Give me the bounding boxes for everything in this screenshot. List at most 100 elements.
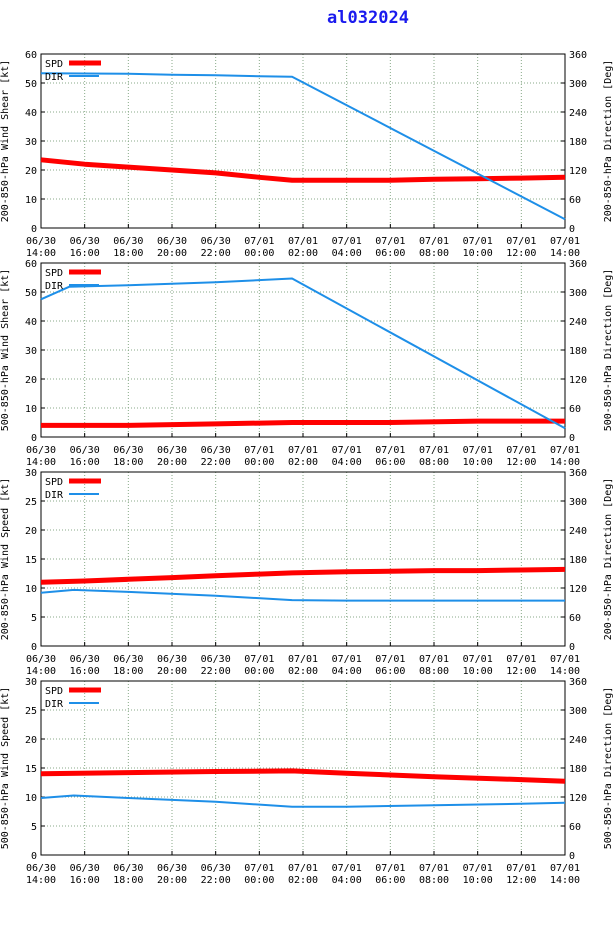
- x-tick-label-time: 02:00: [288, 666, 318, 677]
- x-tick-label-time: 06:00: [375, 875, 405, 886]
- x-tick-label-time: 08:00: [419, 875, 449, 886]
- y2-tick-label: 240: [569, 735, 587, 746]
- x-tick-label-date: 06/30: [201, 863, 231, 874]
- y2-tick-label: 300: [569, 706, 587, 717]
- legend-spd-label: SPD: [45, 477, 63, 488]
- x-tick-label-time: 18:00: [113, 457, 143, 468]
- y-tick-label: 10: [25, 195, 37, 206]
- y2-tick-label: 120: [569, 375, 587, 386]
- x-tick-label-date: 06/30: [113, 236, 143, 247]
- x-tick-label-date: 07/01: [506, 863, 536, 874]
- y-tick-label: 60: [25, 50, 37, 61]
- y-tick-label: 0: [31, 224, 37, 235]
- y2-tick-label: 300: [569, 497, 587, 508]
- x-tick-label-date: 07/01: [332, 445, 362, 456]
- x-tick-label-time: 08:00: [419, 666, 449, 677]
- x-tick-label-time: 06:00: [375, 666, 405, 677]
- x-tick-label-date: 07/01: [375, 654, 405, 665]
- x-tick-label-time: 12:00: [506, 875, 536, 886]
- legend-spd-label: SPD: [45, 268, 63, 279]
- x-tick-label-date: 07/01: [506, 236, 536, 247]
- y-tick-label: 10: [25, 584, 37, 595]
- x-tick-label-time: 14:00: [550, 875, 580, 886]
- spd-series-line: [40, 566, 566, 585]
- x-tick-label-date: 07/01: [419, 445, 449, 456]
- y-tick-label: 5: [31, 613, 37, 624]
- y2-tick-label: 180: [569, 137, 587, 148]
- y-tick-label: 20: [25, 735, 37, 746]
- dir-series-line: [40, 277, 566, 430]
- legend-spd-label: SPD: [45, 686, 63, 697]
- x-tick-label-time: 14:00: [550, 666, 580, 677]
- y2-axis-title: 200-850-hPa Direction [Deg]: [603, 478, 614, 641]
- x-tick-label-time: 18:00: [113, 248, 143, 259]
- x-tick-label-date: 07/01: [506, 445, 536, 456]
- x-tick-label-time: 18:00: [113, 666, 143, 677]
- x-tick-label-date: 07/01: [332, 654, 362, 665]
- x-tick-label-time: 20:00: [157, 248, 187, 259]
- y2-tick-label: 120: [569, 166, 587, 177]
- x-tick-label-date: 07/01: [244, 863, 274, 874]
- x-tick-label-date: 07/01: [506, 654, 536, 665]
- x-tick-label-date: 07/01: [244, 445, 274, 456]
- x-tick-label-time: 10:00: [463, 457, 493, 468]
- y-tick-label: 0: [31, 433, 37, 444]
- x-tick-label-date: 07/01: [463, 863, 493, 874]
- x-tick-label-date: 06/30: [157, 445, 187, 456]
- x-tick-label-date: 07/01: [288, 236, 318, 247]
- y-tick-label: 50: [25, 79, 37, 90]
- legend-dir-label: DIR: [45, 281, 64, 292]
- y-tick-label: 15: [25, 764, 37, 775]
- x-tick-label-date: 06/30: [201, 236, 231, 247]
- x-tick-label-date: 06/30: [157, 654, 187, 665]
- y-tick-label: 30: [25, 346, 37, 357]
- y-axis-title: 200-850-hPa Wind Shear [kt]: [0, 60, 11, 223]
- x-tick-label-date: 06/30: [113, 445, 143, 456]
- y-tick-label: 60: [25, 259, 37, 270]
- x-tick-label-time: 14:00: [26, 875, 56, 886]
- x-tick-label-time: 20:00: [157, 875, 187, 886]
- x-tick-label-date: 07/01: [244, 654, 274, 665]
- y2-tick-label: 180: [569, 555, 587, 566]
- y-tick-label: 50: [25, 288, 37, 299]
- y-tick-label: 40: [25, 108, 37, 119]
- x-tick-label-time: 12:00: [506, 248, 536, 259]
- x-tick-label-time: 14:00: [26, 666, 56, 677]
- x-tick-label-date: 07/01: [332, 863, 362, 874]
- x-tick-label-time: 00:00: [244, 248, 274, 259]
- y-tick-label: 30: [25, 137, 37, 148]
- y-tick-label: 40: [25, 317, 37, 328]
- chart-panel-1: [40, 53, 566, 229]
- y2-tick-label: 240: [569, 108, 587, 119]
- x-tick-label-date: 06/30: [26, 654, 56, 665]
- x-tick-label-date: 07/01: [419, 654, 449, 665]
- x-tick-label-time: 10:00: [463, 248, 493, 259]
- x-tick-label-time: 02:00: [288, 875, 318, 886]
- x-tick-label-date: 07/01: [288, 654, 318, 665]
- x-tick-label-date: 06/30: [201, 654, 231, 665]
- x-tick-label-time: 02:00: [288, 248, 318, 259]
- x-tick-label-date: 06/30: [157, 863, 187, 874]
- x-tick-label-date: 07/01: [550, 236, 580, 247]
- y-axis-title: 500-850-hPa Wind Shear [kt]: [0, 269, 11, 432]
- y-tick-label: 30: [25, 468, 37, 479]
- y2-tick-label: 360: [569, 50, 587, 61]
- x-tick-label-time: 20:00: [157, 457, 187, 468]
- x-tick-label-time: 12:00: [506, 457, 536, 468]
- spd-series-line: [41, 418, 565, 428]
- x-tick-label-time: 16:00: [70, 248, 100, 259]
- y2-tick-label: 0: [569, 851, 575, 862]
- x-tick-label-date: 07/01: [463, 236, 493, 247]
- x-tick-label-date: 06/30: [70, 236, 100, 247]
- x-tick-label-time: 22:00: [201, 457, 231, 468]
- y2-tick-label: 60: [569, 822, 581, 833]
- x-tick-label-time: 04:00: [332, 248, 362, 259]
- x-tick-label-date: 06/30: [70, 654, 100, 665]
- y-tick-label: 25: [25, 497, 37, 508]
- y2-tick-label: 360: [569, 468, 587, 479]
- y2-axis-title: 200-850-hPa Direction [Deg]: [603, 60, 614, 223]
- y-tick-label: 20: [25, 375, 37, 386]
- x-tick-label-date: 07/01: [244, 236, 274, 247]
- y-tick-label: 15: [25, 555, 37, 566]
- spd-series-line: [40, 768, 566, 784]
